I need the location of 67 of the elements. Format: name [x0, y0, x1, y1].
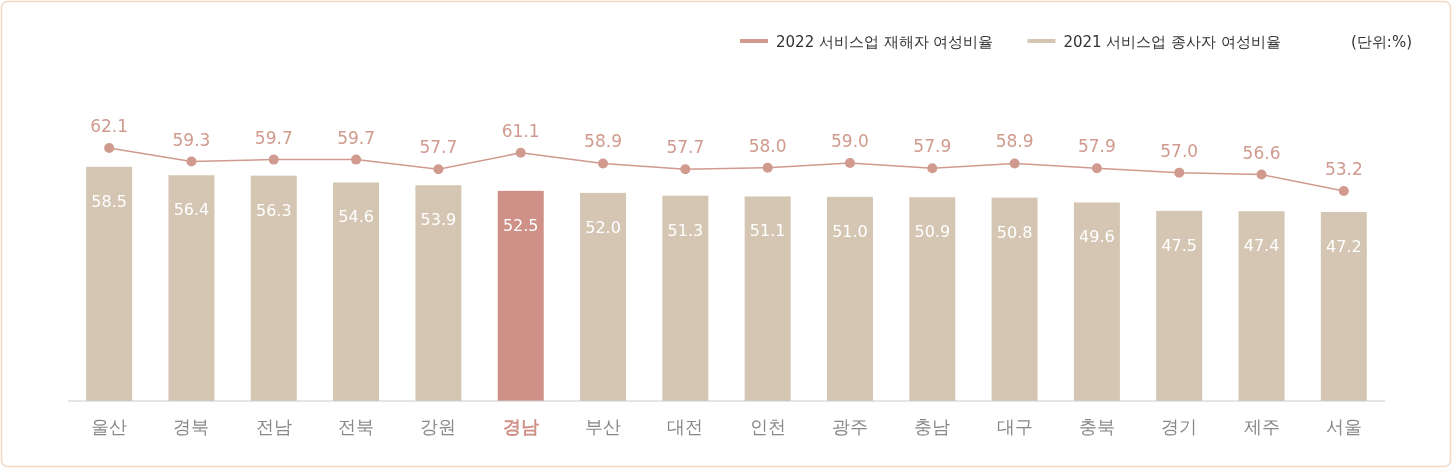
- data-label: 58.5: [91, 191, 127, 211]
- bar: [909, 197, 956, 401]
- data-label: 62.1: [90, 116, 129, 136]
- data-label: 59.7: [337, 127, 376, 148]
- x-tick-label: 대전: [667, 416, 704, 437]
- data-label: 50.8: [996, 222, 1033, 242]
- data-label: 58.9: [584, 131, 622, 152]
- x-tick-label: 강원: [420, 416, 457, 437]
- bar: [662, 195, 709, 401]
- data-label: 52.0: [585, 217, 621, 237]
- x-tick-label: 전북: [338, 416, 375, 437]
- x-tick-label: 경북: [173, 416, 210, 437]
- bar: [1320, 212, 1367, 401]
- data-label: 51.0: [832, 221, 868, 241]
- x-tick-label: 울산: [91, 416, 128, 437]
- x-tick-label: 인천: [749, 416, 786, 437]
- x-tick-label: 전남: [255, 416, 292, 437]
- data-label: 50.9: [914, 222, 951, 242]
- x-tick-label: 서울: [1325, 416, 1362, 437]
- data-label: 56.3: [255, 200, 292, 220]
- x-tick-label: 경기: [1161, 416, 1198, 437]
- data-label: 59.0: [831, 130, 869, 151]
- data-label: 57.9: [913, 136, 952, 157]
- data-label: 59.7: [254, 127, 293, 148]
- bar: [1156, 210, 1203, 401]
- bar: [333, 182, 380, 401]
- data-label: 61.1: [501, 120, 540, 141]
- data-label: 47.5: [1161, 235, 1198, 255]
- data-label: 58.0: [748, 135, 787, 156]
- bar: [86, 166, 133, 401]
- text: (단위:%): [1350, 33, 1412, 51]
- data-label: 58.9: [995, 131, 1034, 152]
- x-tick-label: 부산: [585, 416, 622, 437]
- x-tick-label: 충북: [1078, 416, 1115, 437]
- x-tick-label: 경남: [502, 416, 539, 437]
- data-label: 49.6: [1079, 227, 1115, 247]
- data-label: 51.1: [749, 221, 786, 241]
- x-tick-label: 대구: [996, 416, 1033, 437]
- bar: [497, 190, 544, 401]
- bar: [991, 197, 1038, 401]
- data-label: 56.4: [173, 200, 210, 220]
- x-tick-label: 광주: [831, 416, 868, 437]
- data-label: 57.7: [666, 137, 705, 158]
- bar: [1238, 211, 1285, 401]
- bar: [168, 175, 215, 401]
- bar: [250, 175, 297, 401]
- data-label: 57.9: [1077, 136, 1116, 157]
- x-tick-label: 제주: [1243, 416, 1280, 437]
- data-label: 52.5: [502, 215, 539, 235]
- legend-label: 2022 서비스업 재해자 여성비율: [776, 33, 994, 51]
- bar: [826, 196, 873, 401]
- legend-label: 2021 서비스업 종사자 여성비율: [1063, 33, 1281, 51]
- data-label: 56.6: [1242, 142, 1281, 163]
- data-label: 54.6: [338, 207, 374, 227]
- data-label: 53.9: [420, 210, 457, 230]
- data-label: 47.2: [1326, 237, 1362, 257]
- data-label: 47.4: [1243, 236, 1280, 256]
- data-label: 53.2: [1324, 159, 1363, 179]
- data-label: 59.3: [172, 129, 211, 150]
- bar: [1073, 202, 1120, 401]
- bar: [744, 196, 791, 401]
- data-label: 57.7: [419, 137, 458, 158]
- x-tick-label: 충남: [914, 416, 951, 437]
- data-label: 57.0: [1160, 140, 1199, 161]
- data-label: 51.3: [667, 220, 704, 240]
- bar: [580, 192, 627, 401]
- bar: [415, 185, 462, 401]
